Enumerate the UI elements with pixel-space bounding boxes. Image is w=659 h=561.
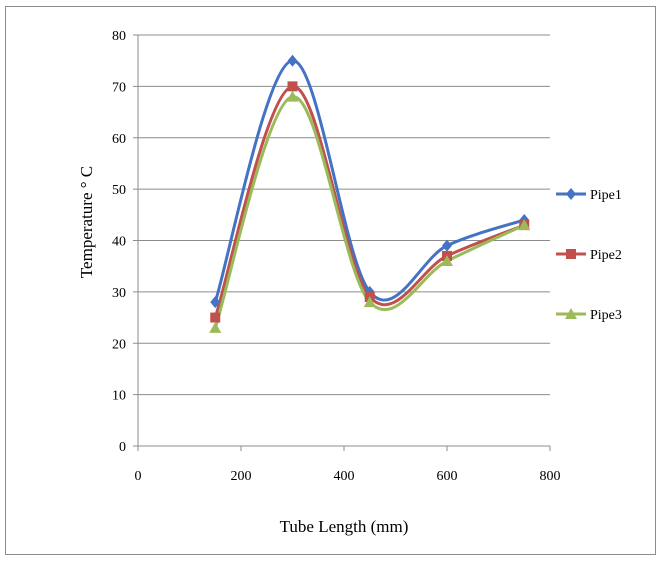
y-tick-label-30: 30 — [112, 286, 126, 301]
y-tick-label-40: 40 — [112, 235, 126, 250]
marker-pipe1-600 — [442, 240, 452, 252]
x-tick-labels: 0 200 400 600 800 — [135, 469, 561, 484]
x-tick-label-800: 800 — [540, 469, 561, 484]
x-tick-label-0: 0 — [135, 469, 142, 484]
legend-marker-pipe2 — [566, 249, 576, 259]
series-markers — [209, 55, 530, 333]
x-tick-label-200: 200 — [231, 469, 252, 484]
y-tick-labels: 0 10 20 30 40 50 60 70 80 — [112, 29, 126, 455]
legend-label-pipe2: Pipe2 — [590, 248, 622, 263]
legend-label-pipe1: Pipe1 — [590, 188, 622, 203]
y-tick-label-60: 60 — [112, 132, 126, 147]
legend-label-pipe3: Pipe3 — [590, 308, 622, 323]
marker-pipe1-300 — [288, 55, 298, 67]
x-tick-label-400: 400 — [334, 469, 355, 484]
y-tick-label-20: 20 — [112, 337, 126, 352]
series-line-pipe1 — [215, 61, 524, 302]
marker-pipe2-300 — [288, 81, 298, 91]
x-tick-label-600: 600 — [437, 469, 458, 484]
marker-pipe3-150 — [209, 322, 221, 333]
y-tick-label-10: 10 — [112, 389, 126, 404]
marker-pipe2-150 — [210, 313, 220, 323]
x-axis-title: Tube Length (mm) — [280, 517, 409, 536]
y-axis-title: Temperature ° C — [77, 166, 96, 278]
legend-marker-pipe1 — [566, 188, 576, 200]
y-tick-label-0: 0 — [119, 440, 126, 455]
y-tick-label-50: 50 — [112, 183, 126, 198]
y-tick-label-70: 70 — [112, 80, 126, 95]
legend: Pipe1 Pipe2 Pipe3 — [556, 188, 622, 323]
y-tick-label-80: 80 — [112, 29, 126, 44]
